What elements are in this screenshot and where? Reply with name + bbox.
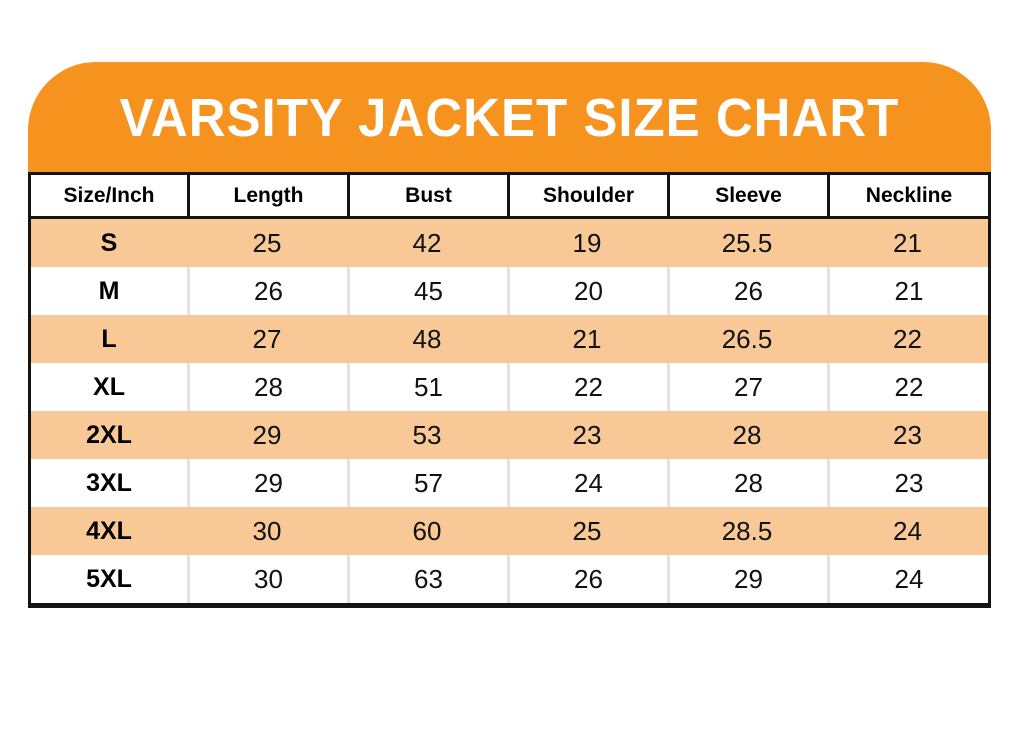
table-cell: 25 [572,515,602,546]
table-cell: 30 [252,515,282,546]
table-cell: 26 [187,267,347,315]
table-cell: 27 [667,363,827,411]
table-cell: 23 [572,419,602,450]
column-header-size-inch: Size/Inch [63,183,155,207]
table-row-4xl: 4XL 30 60 25 28.5 24 [31,507,988,555]
table-cell: 28.5 [721,515,773,546]
table-cell: 53 [412,419,442,450]
table-header-row: Size/Inch Length Bust Shoulder Sleeve Ne… [28,172,991,219]
table-cell: 63 [347,555,507,603]
table-cell: 26 [507,555,667,603]
table-cell: 60 [412,515,442,546]
table-cell: 30 [187,555,347,603]
table-row-5xl: 5XL 30 63 26 29 24 [31,555,988,603]
table-row-m: M 26 45 20 26 21 [31,267,988,315]
title-banner: VARSITY JACKET SIZE CHART [28,62,991,173]
column-header-length: Length [187,175,347,216]
column-header-bust: Bust [347,175,507,216]
table-cell: 26.5 [721,323,773,354]
table-cell: 25 [252,227,282,258]
table-cell: 23 [893,419,922,450]
table-cell: 29 [667,555,827,603]
page-title: VARSITY JACKET SIZE CHART [119,87,900,148]
table-cell: 21 [893,227,922,258]
table-cell: 25.5 [721,227,773,258]
table-cell: 23 [827,459,988,507]
table-cell: 45 [347,267,507,315]
table-cell: 24 [507,459,667,507]
table-cell: 22 [893,323,922,354]
table-cell: 29 [252,419,282,450]
table-cell: 24 [827,555,988,603]
table-cell: 21 [572,323,602,354]
table-cell: L [101,324,117,353]
table-cell: S [100,228,118,257]
table-cell: M [98,276,120,305]
table-row-l: L 27 48 21 26.5 22 [31,315,988,363]
column-header-shoulder: Shoulder [507,175,667,216]
table-cell: 27 [252,323,282,354]
table-cell: 28 [732,419,762,450]
table-cell: 3XL [86,468,132,497]
table-cell: 19 [572,227,602,258]
table-cell: 22 [507,363,667,411]
table-cell: 29 [187,459,347,507]
table-cell: 24 [893,515,922,546]
table-cell: 4XL [86,516,132,545]
table-cell: 28 [187,363,347,411]
column-header-sleeve: Sleeve [667,175,827,216]
table-cell: 57 [347,459,507,507]
table-cell: 48 [412,323,442,354]
table-cell: 2XL [86,420,132,449]
table-cell: 26 [667,267,827,315]
table-cell: 20 [507,267,667,315]
table-row-xl: XL 28 51 22 27 22 [31,363,988,411]
table-cell: 22 [827,363,988,411]
table-row-3xl: 3XL 29 57 24 28 23 [31,459,988,507]
column-header-neckline: Neckline [827,175,988,216]
table-cell: 21 [827,267,988,315]
table-cell: 51 [347,363,507,411]
table-body: S 25 42 19 25.5 21 M 26 45 20 26 21 L 27… [28,219,991,608]
table-cell: 28 [667,459,827,507]
table-row-2xl: 2XL 29 53 23 28 23 [31,411,988,459]
table-cell: XL [93,372,125,401]
size-table: Size/Inch Length Bust Shoulder Sleeve Ne… [28,172,991,608]
table-row-s: S 25 42 19 25.5 21 [31,219,988,267]
table-cell: 5XL [86,564,132,593]
table-cell: 42 [412,227,442,258]
